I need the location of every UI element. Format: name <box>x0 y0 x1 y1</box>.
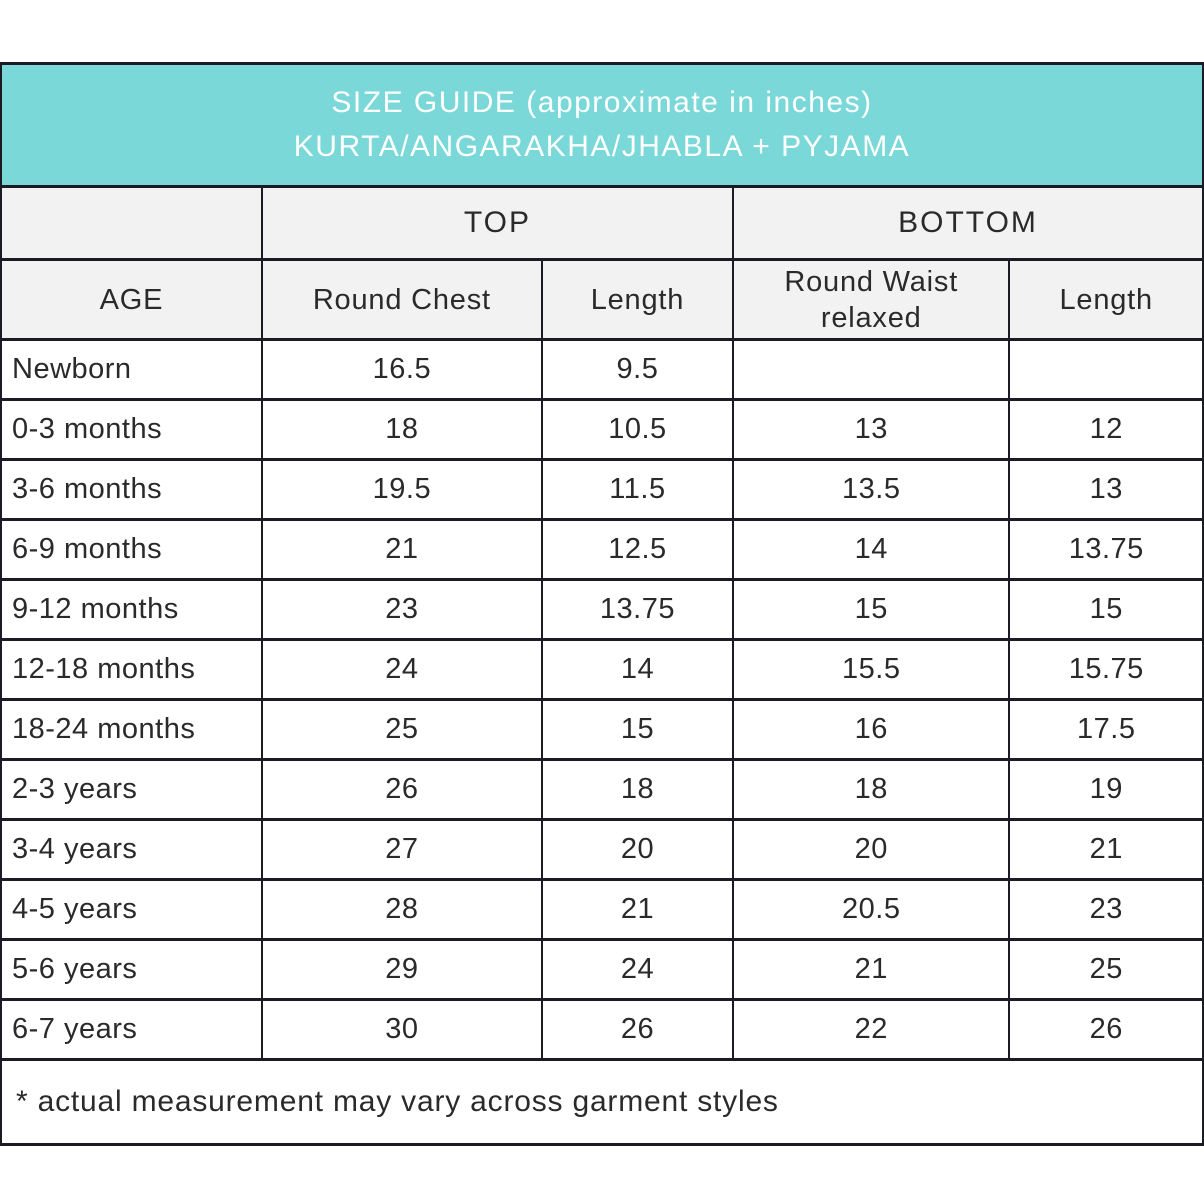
measurement-cell: 26 <box>1008 998 1204 1061</box>
table-row: 18-24 months 25 15 16 17.5 <box>0 698 1204 761</box>
age-cell: 6-9 months <box>0 518 263 581</box>
measurement-cell: 18 <box>260 398 543 461</box>
size-table-body: Newborn 16.5 9.5 0-3 months 18 10.5 13 12 3-6 mo… <box>0 338 1204 1061</box>
measurement-cell: 12 <box>1008 398 1204 461</box>
age-cell: 0-3 months <box>0 398 263 461</box>
table-row: 12-18 months 24 14 15.5 15.75 <box>0 638 1204 701</box>
measurement-cell: 23 <box>260 578 543 641</box>
table-row: 0-3 months 18 10.5 13 12 <box>0 398 1204 461</box>
measurement-cell: 22 <box>731 998 1011 1061</box>
measurement-cell: 12.5 <box>540 518 735 581</box>
measurement-cell: 17.5 <box>1008 698 1204 761</box>
measurement-cell: 14 <box>731 518 1011 581</box>
measurement-cell: 21 <box>731 938 1011 1001</box>
measurement-cell: 9.5 <box>540 338 735 401</box>
age-cell: 12-18 months <box>0 638 263 701</box>
column-header-row: AGE Round Chest Length Round Waist relax… <box>0 258 1204 341</box>
measurement-cell: 13 <box>731 398 1011 461</box>
measurement-cell: 25 <box>1008 938 1204 1001</box>
group-header-row: TOP BOTTOM <box>0 185 1204 261</box>
measurement-cell: 25 <box>260 698 543 761</box>
banner-row: SIZE GUIDE (approximate in inches) KURTA… <box>0 62 1204 188</box>
age-cell: 9-12 months <box>0 578 263 641</box>
column-header-top-length: Length <box>540 258 735 341</box>
banner-title-line2: KURTA/ANGARAKHA/JHABLA + PYJAMA <box>293 130 911 163</box>
age-cell: 3-4 years <box>0 818 263 881</box>
measurement-cell: 15 <box>540 698 735 761</box>
measurement-cell: 21 <box>540 878 735 941</box>
table-row: 4-5 years 28 21 20.5 23 <box>0 878 1204 941</box>
measurement-cell: 11.5 <box>540 458 735 521</box>
measurement-cell: 21 <box>260 518 543 581</box>
table-row: 3-4 years 27 20 20 21 <box>0 818 1204 881</box>
age-cell: 6-7 years <box>0 998 263 1061</box>
column-header-age: AGE <box>0 258 263 341</box>
measurement-cell: 24 <box>540 938 735 1001</box>
table-row: 9-12 months 23 13.75 15 15 <box>0 578 1204 641</box>
table-row: Newborn 16.5 9.5 <box>0 338 1204 401</box>
measurement-cell: 29 <box>260 938 543 1001</box>
measurement-cell: 23 <box>1008 878 1204 941</box>
measurement-cell: 18 <box>731 758 1011 821</box>
measurement-cell: 28 <box>260 878 543 941</box>
measurement-cell: 20.5 <box>731 878 1011 941</box>
measurement-cell: 13 <box>1008 458 1204 521</box>
age-cell: 3-6 months <box>0 458 263 521</box>
column-header-round-waist: Round Waist relaxed <box>731 258 1011 341</box>
measurement-cell: 13.75 <box>540 578 735 641</box>
column-header-round-chest: Round Chest <box>260 258 543 341</box>
table-row: 3-6 months 19.5 11.5 13.5 13 <box>0 458 1204 521</box>
table-row: 6-9 months 21 12.5 14 13.75 <box>0 518 1204 581</box>
measurement-cell: 20 <box>731 818 1011 881</box>
measurement-cell: 13.5 <box>731 458 1011 521</box>
measurement-cell: 15.5 <box>731 638 1011 701</box>
measurement-cell: 19.5 <box>260 458 543 521</box>
size-guide-table: SIZE GUIDE (approximate in inches) KURTA… <box>0 62 1204 1146</box>
group-header-top: TOP <box>260 185 735 261</box>
table-row: 6-7 years 30 26 22 26 <box>0 998 1204 1061</box>
age-cell: 5-6 years <box>0 938 263 1001</box>
age-cell: 18-24 months <box>0 698 263 761</box>
measurement-cell: 16.5 <box>260 338 543 401</box>
measurement-cell <box>731 338 1011 401</box>
table-row: 2-3 years 26 18 18 19 <box>0 758 1204 821</box>
measurement-cell: 15 <box>1008 578 1204 641</box>
measurement-cell: 18 <box>540 758 735 821</box>
age-cell: 2-3 years <box>0 758 263 821</box>
age-cell: Newborn <box>0 338 263 401</box>
size-guide-banner: SIZE GUIDE (approximate in inches) KURTA… <box>0 62 1204 188</box>
measurement-cell: 15 <box>731 578 1011 641</box>
footnote-row: * actual measurement may vary across gar… <box>0 1058 1204 1146</box>
measurement-cell: 20 <box>540 818 735 881</box>
measurement-cell: 26 <box>540 998 735 1061</box>
column-header-bottom-length: Length <box>1008 258 1204 341</box>
measurement-cell: 27 <box>260 818 543 881</box>
measurement-cell: 13.75 <box>1008 518 1204 581</box>
measurement-cell: 19 <box>1008 758 1204 821</box>
table-row: 5-6 years 29 24 21 25 <box>0 938 1204 1001</box>
group-header-bottom: BOTTOM <box>732 185 1204 261</box>
age-cell: 4-5 years <box>0 878 263 941</box>
measurement-cell: 24 <box>260 638 543 701</box>
group-header-age-spacer <box>0 185 263 261</box>
measurement-cell: 21 <box>1008 818 1204 881</box>
measurement-cell: 16 <box>731 698 1011 761</box>
measurement-cell: 10.5 <box>540 398 735 461</box>
measurement-cell: 15.75 <box>1008 638 1204 701</box>
measurement-cell: 26 <box>260 758 543 821</box>
footnote: * actual measurement may vary across gar… <box>0 1058 1204 1146</box>
measurement-cell: 14 <box>540 638 735 701</box>
measurement-cell <box>1008 338 1204 401</box>
banner-title-line1: SIZE GUIDE (approximate in inches) <box>331 86 873 119</box>
measurement-cell: 30 <box>260 998 543 1061</box>
